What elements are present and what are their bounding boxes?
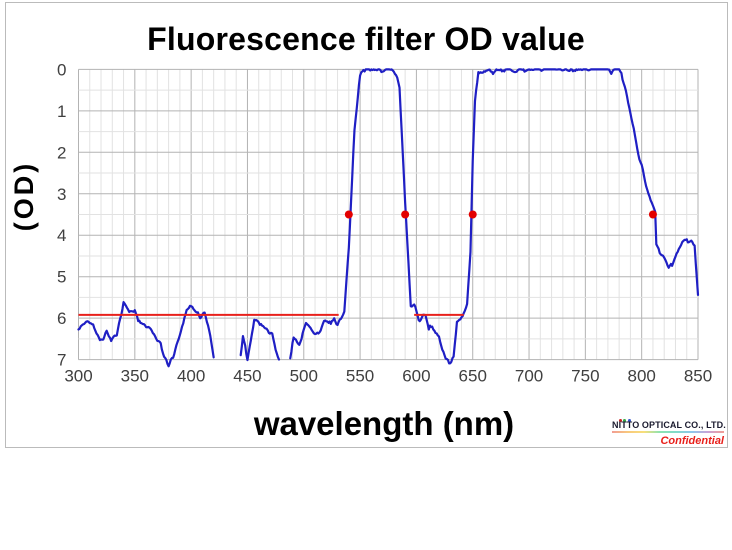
svg-text:700: 700	[515, 367, 543, 386]
svg-text:6: 6	[57, 309, 66, 328]
svg-text:650: 650	[459, 367, 487, 386]
svg-text:3: 3	[57, 185, 66, 204]
svg-text:400: 400	[177, 367, 205, 386]
svg-text:550: 550	[346, 367, 374, 386]
svg-text:450: 450	[233, 367, 261, 386]
svg-text:500: 500	[290, 367, 318, 386]
svg-text:5: 5	[57, 268, 66, 287]
svg-text:800: 800	[627, 367, 655, 386]
svg-text:1: 1	[57, 102, 66, 121]
svg-text:7: 7	[57, 351, 66, 370]
svg-text:0: 0	[57, 60, 66, 79]
svg-text:4: 4	[57, 226, 66, 245]
svg-text:850: 850	[684, 367, 712, 386]
svg-text:350: 350	[121, 367, 149, 386]
svg-text:750: 750	[571, 367, 599, 386]
svg-text:600: 600	[402, 367, 430, 386]
svg-text:300: 300	[64, 367, 92, 386]
svg-text:2: 2	[57, 143, 66, 162]
